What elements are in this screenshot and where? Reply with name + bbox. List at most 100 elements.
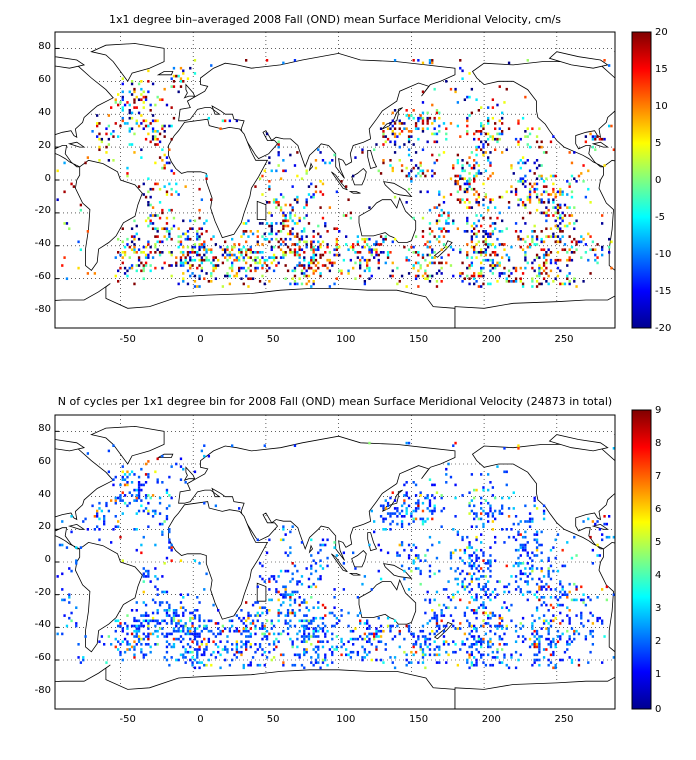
data-cell: [570, 661, 574, 664]
data-cell: [507, 127, 511, 131]
data-cell: [405, 114, 408, 117]
data-cell: [484, 243, 488, 246]
data-cell: [507, 496, 511, 500]
data-cell: [426, 645, 429, 649]
data-cell: [203, 588, 206, 591]
data-cell: [58, 543, 62, 547]
data-cell: [121, 95, 124, 99]
data-cell: [144, 653, 148, 657]
data-cell: [231, 253, 234, 257]
data-cell: [433, 653, 436, 657]
data-cell: [328, 251, 332, 254]
colorbar-tick-label: 3: [655, 603, 661, 614]
data-cell: [170, 77, 173, 81]
data-cell: [135, 629, 138, 633]
data-cell: [170, 622, 173, 625]
data-cell: [568, 206, 571, 209]
data-cell: [177, 627, 180, 630]
data-cell: [307, 577, 311, 581]
data-cell: [359, 619, 362, 623]
data-cell: [282, 61, 285, 65]
data-cell: [533, 190, 536, 194]
data-cell: [505, 606, 508, 610]
data-cell: [279, 603, 283, 607]
data-cell: [361, 658, 364, 662]
land-outline: [168, 118, 269, 239]
data-cell: [151, 619, 155, 623]
data-cell: [526, 198, 529, 202]
data-cell: [559, 582, 562, 586]
data-cell: [538, 543, 541, 547]
data-cell: [594, 522, 597, 526]
data-cell: [433, 598, 436, 602]
data-cell: [352, 643, 355, 646]
data-cell: [521, 562, 525, 565]
data-cell: [82, 520, 85, 523]
data-cell: [307, 609, 311, 612]
land-outline: [348, 573, 361, 576]
data-cell: [158, 522, 162, 526]
data-cell: [335, 648, 339, 651]
data-cell: [96, 515, 99, 518]
data-cell: [186, 253, 190, 257]
data-cell: [305, 650, 308, 654]
data-cell: [396, 509, 399, 513]
data-cell: [314, 258, 318, 262]
data-cell: [482, 603, 485, 607]
data-cell: [507, 515, 511, 518]
data-cell: [393, 666, 397, 670]
data-cell: [147, 501, 150, 505]
data-cell: [170, 632, 173, 636]
data-cell: [121, 512, 124, 515]
data-cell: [61, 632, 64, 636]
data-cell: [438, 661, 441, 664]
data-cell: [428, 240, 432, 244]
data-cell: [163, 87, 166, 91]
data-cell: [468, 501, 471, 505]
data-cell: [417, 119, 420, 123]
data-cell: [514, 280, 518, 283]
data-cell: [573, 280, 576, 283]
data-cell: [456, 159, 460, 162]
data-cell: [566, 193, 569, 196]
data-cell: [196, 251, 199, 254]
data-cell: [186, 627, 190, 630]
data-cell: [503, 447, 506, 450]
data-cell: [519, 562, 522, 565]
data-cell: [312, 606, 315, 610]
data-cell: [231, 264, 234, 267]
data-cell: [433, 116, 436, 120]
data-cell: [547, 556, 550, 560]
data-cell: [542, 151, 546, 154]
data-cell: [205, 177, 208, 181]
data-cell: [119, 266, 122, 270]
data-cell: [226, 274, 229, 278]
data-cell: [137, 111, 141, 115]
data-cell: [214, 277, 218, 281]
data-cell: [568, 185, 571, 188]
data-cell: [312, 240, 315, 244]
data-cell: [533, 172, 536, 175]
data-cell: [400, 509, 404, 513]
data-cell: [531, 564, 534, 568]
colorbar-tick-label: 1: [655, 669, 661, 680]
data-cell: [207, 454, 211, 458]
data-cell: [133, 248, 136, 252]
data-cell: [270, 214, 273, 217]
data-cell: [263, 444, 266, 448]
data-cell: [480, 124, 483, 128]
data-cell: [517, 237, 520, 241]
data-cell: [307, 635, 311, 638]
data-cell: [547, 663, 550, 667]
data-cell: [91, 504, 94, 508]
data-cell: [496, 624, 499, 628]
data-cell: [445, 222, 448, 225]
data-cell: [163, 656, 166, 659]
data-cell: [56, 575, 59, 578]
data-cell: [386, 256, 390, 259]
data-cell: [133, 132, 136, 136]
data-cell: [379, 235, 383, 238]
data-cell: [468, 645, 471, 649]
data-cell: [519, 245, 522, 249]
data-cell: [147, 216, 150, 220]
